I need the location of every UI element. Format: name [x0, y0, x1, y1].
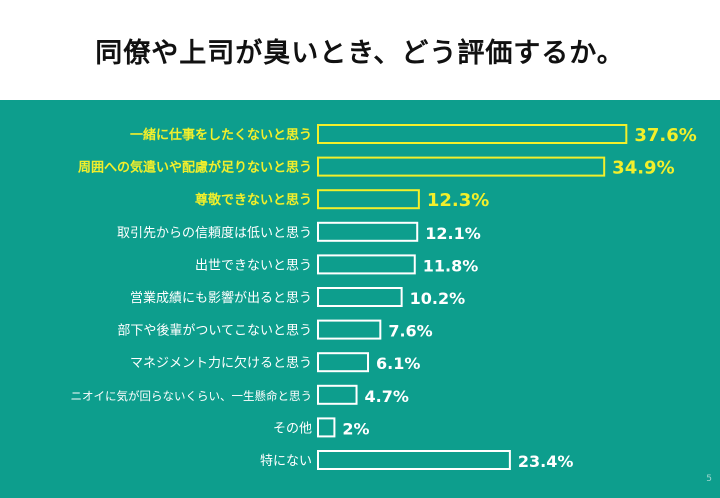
page-title: 同僚や上司が臭いとき、どう評価するか。 [95, 37, 625, 69]
bar [317, 352, 370, 373]
category-label: 取引先からの信頼度は低いと思う [117, 225, 312, 241]
value-label: 12.1% [425, 224, 481, 243]
value-label: 2% [342, 419, 369, 438]
bar [317, 254, 416, 275]
value-label: 11.8% [423, 256, 479, 275]
category-label: ニオイに気が回らないくらい、一生懸命と思う [71, 389, 313, 403]
category-label: 営業成績にも影響が出ると思う [130, 290, 312, 306]
value-label: 37.6% [634, 125, 696, 146]
value-label: 4.7% [365, 387, 409, 406]
bar [317, 450, 511, 470]
page-number: 5 [706, 474, 712, 484]
bar [317, 189, 420, 210]
category-label: その他 [273, 421, 312, 436]
bar [317, 221, 419, 242]
value-label: 23.4% [518, 452, 574, 471]
chart-panel: 一緒に仕事をしたくないと思う 37.6% 周囲への気遣いや配慮が足りないと思う 34.… [0, 100, 720, 498]
bar [317, 287, 403, 307]
bar [317, 384, 358, 405]
bar [317, 417, 336, 438]
value-label: 6.1% [376, 354, 420, 373]
value-label: 7.6% [388, 322, 432, 341]
category-label: 出世できないと思う [195, 258, 312, 273]
bar-chart: 一緒に仕事をしたくないと思う 37.6% 周囲への気遣いや配慮が足りないと思う 34.… [71, 124, 697, 471]
value-label: 10.2% [410, 289, 466, 308]
category-label: マネジメント力に欠けると思う [130, 355, 312, 371]
category-label: 部下や後輩がついてこないと思う [117, 324, 312, 339]
bar [317, 124, 628, 144]
category-label: 周囲への気遣いや配慮が足りないと思う [78, 160, 312, 176]
category-label: 一緒に仕事をしたくないと思う [130, 127, 312, 143]
bar [317, 156, 606, 177]
bar [317, 319, 382, 340]
value-label: 34.9% [612, 158, 674, 179]
category-label: 特にない [260, 454, 312, 469]
category-label: 尊敬できないと思う [195, 192, 312, 208]
value-label: 12.3% [427, 190, 489, 211]
